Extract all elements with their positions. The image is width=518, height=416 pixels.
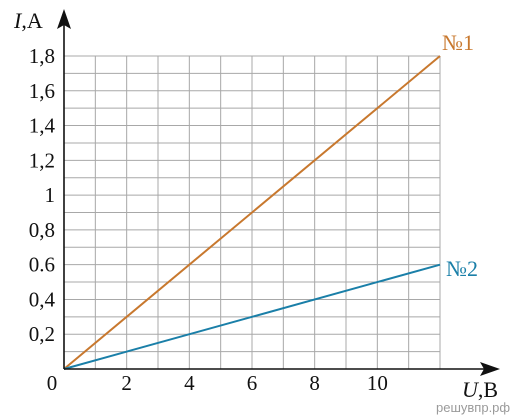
y-tick-label: 1,6 (29, 79, 55, 103)
x-tick-label: 0 (47, 371, 58, 395)
x-axis-arrow-icon (480, 362, 500, 376)
series-label-1: №1 (442, 30, 474, 55)
x-tick-label: 6 (247, 371, 258, 395)
y-axis-arrow-icon (57, 9, 71, 29)
y-tick-label: 1,2 (29, 148, 55, 172)
y-tick-label: 0.6 (29, 253, 55, 277)
x-tick-label: 10 (367, 371, 388, 395)
y-tick-label: 0,4 (29, 287, 56, 311)
tick-labels: 0 2 4 6 8 10 0,2 0,4 0.6 0,8 1 1,2 1,4 1,6 1,8 (29, 44, 388, 395)
x-tick-label: 8 (309, 371, 320, 395)
series-lines (63, 55, 441, 370)
series-label-2: №2 (446, 256, 478, 281)
y-axis-title: I,А (13, 8, 43, 33)
grid (64, 55, 441, 369)
watermark: решувпр.рф (436, 400, 510, 415)
y-tick-label: 0,2 (29, 322, 55, 346)
x-axis-title: U,В (462, 377, 498, 402)
y-tick-label: 1,4 (29, 114, 56, 138)
x-tick-label: 2 (121, 371, 132, 395)
x-tick-label: 4 (184, 371, 195, 395)
series-line-1 (63, 55, 441, 370)
y-tick-label: 1,8 (29, 44, 55, 68)
y-tick-label: 0,8 (29, 218, 55, 242)
y-tick-label: 1 (45, 183, 56, 207)
axes (57, 9, 500, 376)
series-line-2 (63, 263, 441, 370)
